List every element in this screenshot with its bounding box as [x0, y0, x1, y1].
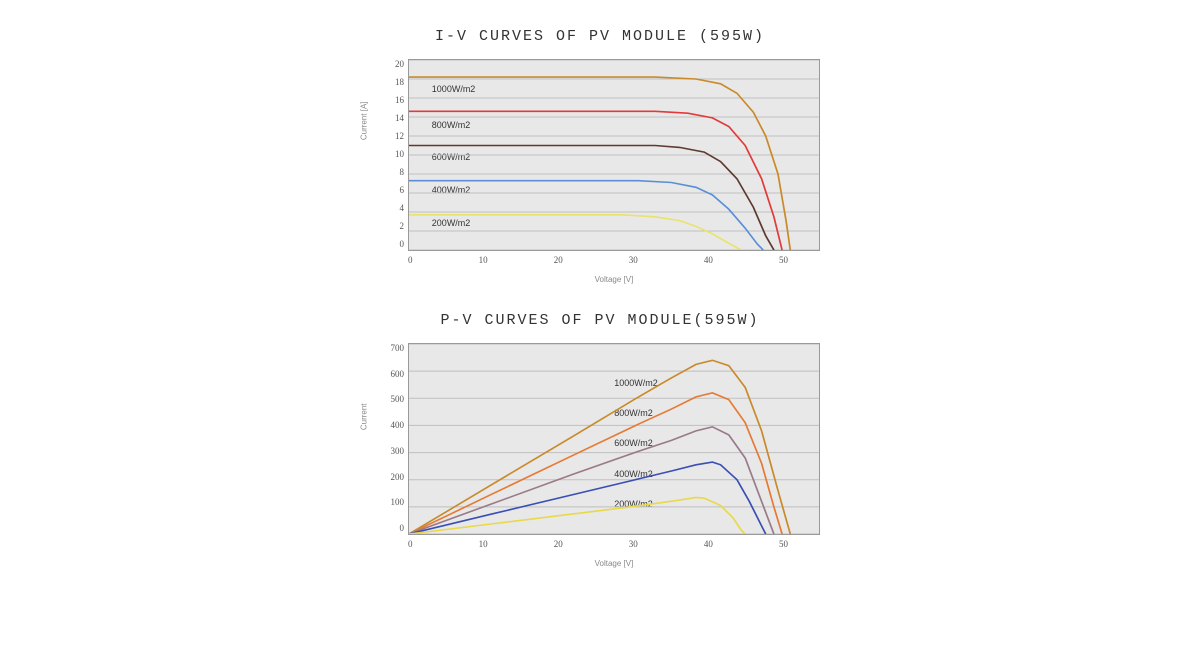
y-axis: 700 600 500 400 300 200 100 0	[380, 343, 408, 533]
y-tick: 14	[395, 113, 404, 123]
y-tick: 6	[400, 185, 405, 195]
y-tick: 12	[395, 131, 404, 141]
x-axis: 0 10 20 30 40 50	[408, 535, 788, 549]
x-tick: 30	[629, 539, 638, 549]
x-tick: 20	[554, 255, 563, 265]
y-tick: 4	[400, 203, 405, 213]
x-axis: 0 10 20 30 40 50	[408, 251, 788, 265]
x-tick: 50	[779, 255, 788, 265]
series-curve	[409, 427, 774, 534]
y-tick: 10	[395, 149, 404, 159]
y-tick: 200	[391, 472, 405, 482]
y-tick: 500	[391, 394, 405, 404]
x-tick: 50	[779, 539, 788, 549]
x-tick: 0	[408, 539, 413, 549]
x-tick: 10	[479, 539, 488, 549]
y-tick: 20	[395, 59, 404, 69]
y-tick: 300	[391, 446, 405, 456]
series-curve	[409, 146, 774, 251]
series-curve	[409, 462, 766, 534]
y-tick: 0	[400, 239, 405, 249]
y-tick: 400	[391, 420, 405, 430]
x-tick: 30	[629, 255, 638, 265]
x-tick: 0	[408, 255, 413, 265]
y-tick: 700	[391, 343, 405, 353]
plot-area: 1000W/m2800W/m2600W/m2400W/m2200W/m2	[408, 59, 820, 251]
plot-area: 1000W/m2800W/m2600W/m2400W/m2200W/m2	[408, 343, 820, 535]
y-tick: 2	[400, 221, 405, 231]
x-axis-label: Voltage [V]	[408, 275, 820, 284]
y-tick: 600	[391, 369, 405, 379]
y-axis: 20181614121086420	[380, 59, 408, 249]
series-curve	[409, 360, 790, 534]
x-tick: 40	[704, 539, 713, 549]
chart-title: I-V CURVES OF PV MODULE (595W)	[380, 28, 820, 45]
y-tick: 100	[391, 497, 405, 507]
chart-0: I-V CURVES OF PV MODULE (595W)Current [A…	[380, 28, 820, 284]
y-axis-label: Current	[360, 403, 369, 430]
chart-frame: Current [A]201816141210864201000W/m2800W…	[380, 59, 820, 251]
chart-1: P-V CURVES OF PV MODULE(595W)Current7006…	[380, 312, 820, 568]
chart-frame: Current70060050040030020010001000W/m2800…	[380, 343, 820, 535]
y-tick: 8	[400, 167, 405, 177]
x-tick: 20	[554, 539, 563, 549]
x-axis-label: Voltage [V]	[408, 559, 820, 568]
x-tick: 40	[704, 255, 713, 265]
chart-title: P-V CURVES OF PV MODULE(595W)	[380, 312, 820, 329]
series-curve	[409, 77, 790, 250]
y-axis-label: Current [A]	[360, 101, 369, 140]
series-curve	[409, 215, 741, 250]
y-tick: 0	[400, 523, 405, 533]
y-tick: 18	[395, 77, 404, 87]
y-tick: 16	[395, 95, 404, 105]
x-tick: 10	[479, 255, 488, 265]
